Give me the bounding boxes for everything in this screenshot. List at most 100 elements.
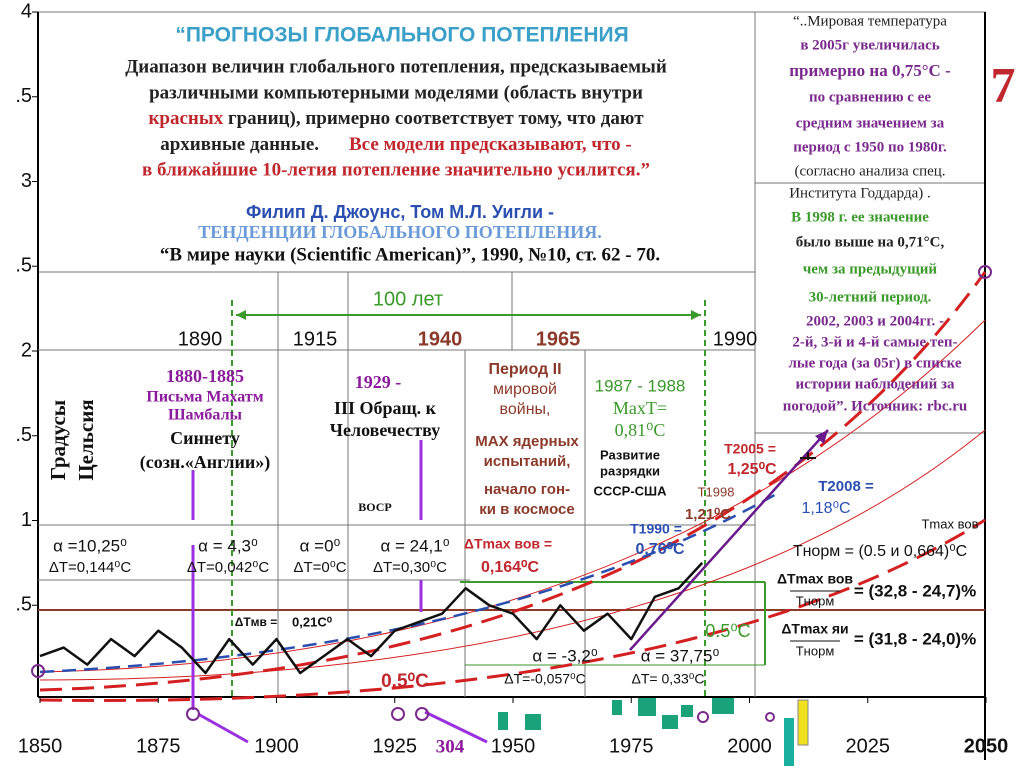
annotation: Развитие	[600, 447, 660, 462]
sidebar-line: чем за предыдущий	[803, 261, 938, 277]
series-line	[39, 562, 704, 675]
annotation: α = -3,2⁰	[532, 646, 597, 665]
event-bar	[662, 715, 678, 729]
sidebar-line: период с 1950 по 1980г.	[793, 139, 947, 155]
annotation: Tнорм	[796, 643, 835, 658]
marker	[186, 707, 200, 721]
x-tick-label: 1900	[254, 735, 299, 757]
sidebar-line: погодой”. Источник: rbc.ru	[783, 398, 968, 414]
annotation: α =10,25⁰	[53, 536, 127, 555]
header-title: “ПРОГНОЗЫ ГЛОБАЛЬНОГО ПОТЕПЛЕНИЯ	[175, 24, 628, 47]
y-tick-label: 2	[21, 339, 32, 361]
annotation: 0,21C⁰	[292, 614, 333, 629]
x-tick-label: 1975	[609, 735, 654, 757]
annotation: α = 24,1⁰	[380, 536, 449, 555]
annotation: 1880-1885	[166, 366, 244, 386]
annotation: мировой	[493, 381, 557, 398]
sidebar-line: в 2005г увеличилась	[800, 37, 939, 53]
annotation: 1,18⁰C	[801, 500, 850, 517]
quote-line: Диапазон величин глобального потепления,…	[125, 56, 667, 77]
y-tick-label: .5	[15, 424, 32, 446]
annotation: T2005 =	[724, 441, 776, 457]
annotation: 1965	[536, 328, 581, 350]
annotation: = (31,8 - 24,0)%	[854, 629, 976, 648]
annotation: Синнету	[170, 428, 240, 448]
marker	[800, 452, 816, 460]
sidebar-line: было выше на 0,71°С,	[796, 234, 945, 250]
header-box	[37, 11, 756, 273]
sidebar-box	[754, 182, 986, 434]
annotation: α =0⁰	[300, 536, 341, 555]
annotation: ΔTmax яи	[781, 621, 848, 637]
model-curve	[39, 319, 986, 673]
quote-part: границ), примерно соответствует тому, чт…	[228, 108, 644, 129]
event-bar	[525, 714, 541, 730]
quote-line: архивные данные. Все модели предсказывают…	[160, 134, 632, 155]
annotation: Шамбалы	[168, 407, 243, 424]
annotation: ΔTmax вов	[777, 571, 853, 587]
annotation: Tнорм	[796, 593, 835, 608]
y-tick-label: .5	[15, 594, 32, 616]
annotation: СССР-США	[593, 483, 667, 498]
annotation: ΔT=-0,057⁰C	[504, 671, 586, 687]
event-bar	[712, 698, 734, 714]
annotation: α = 4,3⁰	[198, 536, 258, 555]
sidebar-line: 2-й, 3-й и 4-й самые теп-	[792, 334, 957, 350]
annotation: 1929 -	[355, 372, 402, 392]
quote-highlight: Все модели предсказывают, что -	[349, 134, 632, 155]
pointer	[197, 710, 488, 744]
annotation: (созн.«Англии»)	[140, 452, 271, 473]
annotation: ΔT=0,30⁰C	[373, 559, 447, 576]
annotation: 100 лет	[373, 288, 443, 310]
event-bar	[498, 712, 508, 730]
annotation: 0,76⁰C	[635, 541, 685, 558]
x-tick-label: 2050	[964, 735, 1009, 757]
annotation: T1990 =	[630, 521, 682, 537]
annotation: испытаний,	[484, 453, 571, 470]
pointer	[191, 440, 423, 710]
y-tick-label: .5	[15, 255, 32, 277]
annotation: MaxT=	[613, 398, 667, 418]
model-curve	[39, 429, 986, 681]
trend	[39, 490, 781, 674]
quote-part: архивные данные.	[160, 134, 319, 155]
annotation: Период II	[488, 361, 561, 378]
quote-line: красных границ), примерно соответствует …	[148, 108, 644, 129]
annotation: 1,21⁰C	[685, 506, 731, 523]
sidebar-line: Института Годдарда) .	[789, 185, 931, 201]
event-bar	[681, 705, 693, 717]
annotation: ΔT=0,144⁰C	[49, 559, 131, 576]
annotation: разрядки	[600, 463, 660, 478]
envelope-lower	[39, 518, 986, 702]
annotation: 304	[436, 736, 465, 757]
event-bar	[797, 699, 809, 746]
arrowhead	[815, 430, 828, 444]
layout	[31, 11, 992, 766]
annotation: α = 37,75⁰	[641, 646, 720, 665]
annotation: MAX ядерных	[475, 433, 579, 450]
quote-line: в ближайшие 10-летия потепление значител…	[142, 159, 650, 180]
marker	[31, 664, 45, 678]
annotation: Tнорм = (0.5 и 0,664)⁰C	[793, 543, 967, 560]
annotation: 1987 - 1988	[595, 376, 686, 395]
marker	[978, 265, 992, 279]
sidebar-line: по сравнению с ее	[809, 89, 931, 105]
sidebar-line: лые года (за 05г) в списке	[788, 355, 961, 371]
event-bar	[638, 698, 656, 716]
sidebar-line: В 1998 г. ее значение	[791, 209, 929, 225]
marker	[415, 707, 429, 721]
sidebar-line: 30-летний период.	[809, 289, 932, 305]
annotation: ΔTмв =	[235, 615, 278, 629]
annotation: начало гон-	[484, 481, 570, 498]
source: “В мире науки (Scientific American)”, 19…	[160, 244, 660, 265]
quote-line: различными компьютерными моделями (облас…	[149, 82, 643, 103]
annotation: 1915	[293, 328, 338, 350]
marker	[765, 712, 775, 722]
sidebar-box	[754, 11, 986, 184]
x-tick-label: 2025	[846, 735, 891, 757]
annotation: ΔT=0⁰C	[293, 559, 346, 576]
quote-highlight: красных	[148, 108, 223, 129]
annotation: 1990	[713, 328, 758, 350]
annotation: ΔT= 0,33⁰C	[632, 671, 705, 687]
